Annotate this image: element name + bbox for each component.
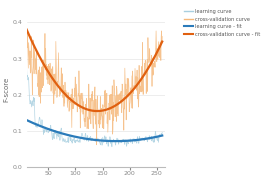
Legend: learning curve, cross-validation curve, learning curve - fit, cross-validation c: learning curve, cross-validation curve, … <box>182 8 261 38</box>
Y-axis label: F-score: F-score <box>4 77 10 102</box>
